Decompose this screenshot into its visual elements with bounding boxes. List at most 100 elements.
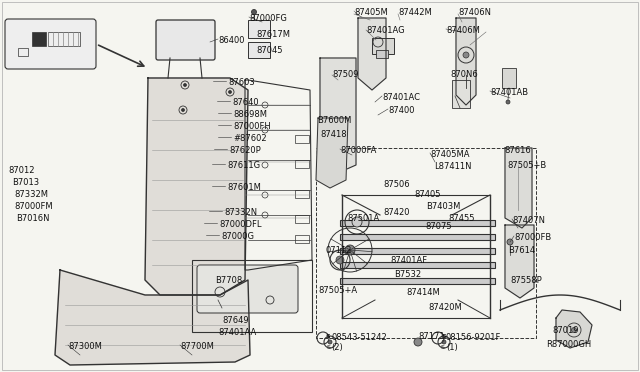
Circle shape <box>352 217 362 227</box>
Text: 87617M: 87617M <box>256 30 290 39</box>
Circle shape <box>328 340 332 344</box>
Polygon shape <box>358 18 386 90</box>
Text: 87406N: 87406N <box>458 8 491 17</box>
Text: 87000FG: 87000FG <box>249 14 287 23</box>
Text: 87414M: 87414M <box>406 288 440 297</box>
Bar <box>192 260 312 332</box>
Text: 87000FA: 87000FA <box>340 146 376 155</box>
Polygon shape <box>316 118 348 188</box>
Text: L87411N: L87411N <box>434 162 472 171</box>
Text: 87000FH: 87000FH <box>233 122 271 131</box>
Polygon shape <box>505 148 532 228</box>
Bar <box>18 48 28 56</box>
Text: 87420: 87420 <box>383 208 410 217</box>
Text: B7013: B7013 <box>12 178 39 187</box>
Text: 87455: 87455 <box>448 214 474 223</box>
Text: 87442M: 87442M <box>398 8 432 17</box>
Text: 87505+A: 87505+A <box>318 286 357 295</box>
Text: 08543-51242: 08543-51242 <box>331 333 387 342</box>
Text: 87700M: 87700M <box>180 342 214 351</box>
Circle shape <box>345 245 355 255</box>
Bar <box>295 235 309 243</box>
Text: 87505+B: 87505+B <box>507 161 547 170</box>
Text: 86400: 86400 <box>218 36 244 45</box>
Text: 87000FM: 87000FM <box>14 202 52 211</box>
Text: 07112: 07112 <box>326 246 353 255</box>
Text: 87501A: 87501A <box>347 214 380 223</box>
Circle shape <box>252 10 257 15</box>
Text: 87558P: 87558P <box>510 276 541 285</box>
Text: #87602: #87602 <box>233 134 267 143</box>
Text: 87640: 87640 <box>232 98 259 107</box>
Text: 87603: 87603 <box>228 78 255 87</box>
Text: 87649: 87649 <box>222 316 248 325</box>
Bar <box>340 248 495 254</box>
Circle shape <box>182 109 184 112</box>
Text: 08156-9201F: 08156-9201F <box>446 333 501 342</box>
Text: (1): (1) <box>446 343 458 352</box>
Text: 87171: 87171 <box>418 332 445 341</box>
Bar <box>340 278 495 284</box>
Text: 87401AF: 87401AF <box>390 256 427 265</box>
Bar <box>248 20 270 38</box>
Circle shape <box>507 239 513 245</box>
Text: 87405M: 87405M <box>354 8 388 17</box>
Bar <box>295 215 309 223</box>
Bar <box>372 38 394 54</box>
Text: 87332N: 87332N <box>224 208 257 217</box>
FancyBboxPatch shape <box>156 20 215 60</box>
Text: (2): (2) <box>331 343 343 352</box>
Circle shape <box>414 338 422 346</box>
Text: B7403M: B7403M <box>426 202 460 211</box>
Polygon shape <box>320 58 356 172</box>
Text: B7708: B7708 <box>215 276 243 285</box>
Polygon shape <box>55 270 250 365</box>
Circle shape <box>506 100 510 104</box>
Circle shape <box>442 340 446 344</box>
Text: 87045: 87045 <box>256 46 282 55</box>
Text: 87620P: 87620P <box>229 146 260 155</box>
FancyBboxPatch shape <box>5 19 96 69</box>
Text: 87300M: 87300M <box>68 342 102 351</box>
Text: 87405MA: 87405MA <box>430 150 470 159</box>
Circle shape <box>336 256 344 264</box>
Text: 87616: 87616 <box>504 146 531 155</box>
Polygon shape <box>556 310 592 348</box>
Text: 87420M: 87420M <box>428 303 461 312</box>
Bar <box>452 80 470 108</box>
Bar <box>340 234 495 240</box>
Bar <box>295 190 309 198</box>
Text: 87407N: 87407N <box>512 216 545 225</box>
Text: 87506: 87506 <box>383 180 410 189</box>
Text: 88698M: 88698M <box>233 110 267 119</box>
Text: 87000G: 87000G <box>221 232 254 241</box>
Text: 87401AG: 87401AG <box>366 26 404 35</box>
Text: 870N6: 870N6 <box>450 70 477 79</box>
Text: 87401AA: 87401AA <box>218 328 256 337</box>
FancyBboxPatch shape <box>197 265 298 313</box>
Text: B7016N: B7016N <box>16 214 49 223</box>
Bar <box>48 32 80 46</box>
Bar <box>502 68 516 88</box>
Circle shape <box>463 52 469 58</box>
Text: 87601M: 87601M <box>227 183 261 192</box>
Bar <box>376 50 388 58</box>
Bar <box>295 160 309 168</box>
Text: 87406M: 87406M <box>446 26 480 35</box>
Polygon shape <box>505 225 534 298</box>
Text: 87418: 87418 <box>320 130 347 139</box>
Text: 87000DFL: 87000DFL <box>219 220 262 229</box>
Text: B7614: B7614 <box>508 246 535 255</box>
Text: 87019: 87019 <box>552 326 579 335</box>
Text: 87611G: 87611G <box>227 161 260 170</box>
Text: B7600M: B7600M <box>317 116 351 125</box>
Bar <box>340 262 495 268</box>
Text: 87012: 87012 <box>8 166 35 175</box>
Text: 87401AB: 87401AB <box>490 88 528 97</box>
Bar <box>316 148 536 338</box>
Polygon shape <box>456 18 476 105</box>
Circle shape <box>572 327 577 333</box>
Polygon shape <box>145 78 248 295</box>
Text: S: S <box>327 345 331 350</box>
Text: S: S <box>441 345 445 350</box>
